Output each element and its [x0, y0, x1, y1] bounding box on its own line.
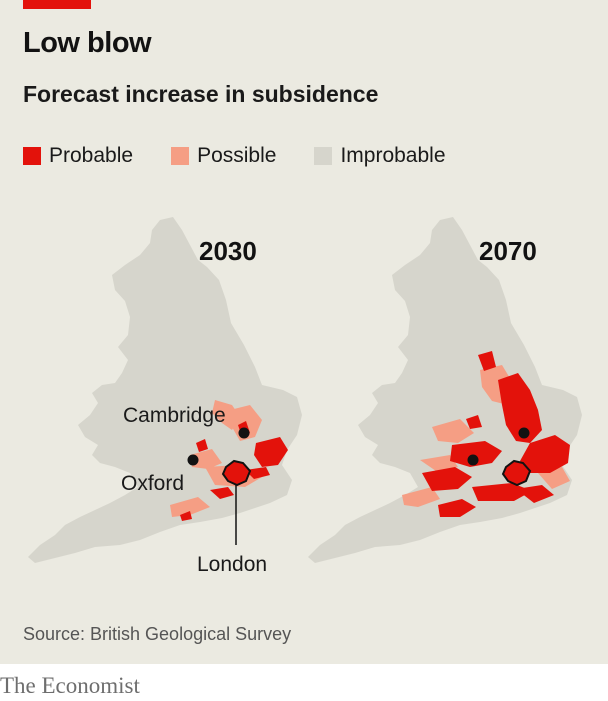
legend-item-possible: Possible — [171, 144, 276, 168]
legend-item-improbable: Improbable — [314, 144, 446, 168]
map-2030-cambridge-dot — [238, 427, 250, 439]
map-2030-london-outline — [221, 459, 252, 487]
legend-label-improbable: Improbable — [340, 144, 446, 167]
map-2030-land — [28, 217, 302, 563]
legend-swatch-possible — [171, 147, 190, 165]
chart-subtitle: Forecast increase in subsidence — [23, 81, 379, 107]
legend-label-probable: Probable — [49, 144, 134, 167]
legend-label-possible: Possible — [197, 144, 277, 167]
map-2030-oxford-dot — [187, 454, 199, 466]
maps-svg — [28, 217, 582, 563]
chart-panel: Low blow Forecast increase in subsidence… — [0, 0, 608, 664]
legend-item-probable: Probable — [23, 144, 133, 168]
source-note: Source: British Geological Survey — [23, 624, 292, 644]
city-label-cambridge: Cambridge — [123, 404, 226, 427]
map-year-2030: 2030 — [199, 236, 257, 266]
brand-wordmark: The Economist — [0, 673, 140, 698]
map-2070-cambridge-dot — [518, 427, 530, 439]
chart-title: Low blow — [23, 27, 152, 59]
map-2070-oxford-dot — [467, 454, 479, 466]
map-2070 — [308, 217, 582, 563]
map-2070-london-outline — [501, 459, 532, 487]
legend-swatch-improbable — [314, 147, 333, 165]
brand-red-bar — [23, 0, 91, 9]
map-2070-probable-zones — [422, 351, 570, 517]
map-year-2070: 2070 — [479, 236, 537, 266]
legend: Probable Possible Improbable — [23, 143, 484, 169]
legend-swatch-probable — [23, 147, 41, 165]
city-label-oxford: Oxford — [121, 472, 185, 495]
city-label-london: London — [197, 553, 268, 576]
map-2030 — [28, 217, 302, 563]
